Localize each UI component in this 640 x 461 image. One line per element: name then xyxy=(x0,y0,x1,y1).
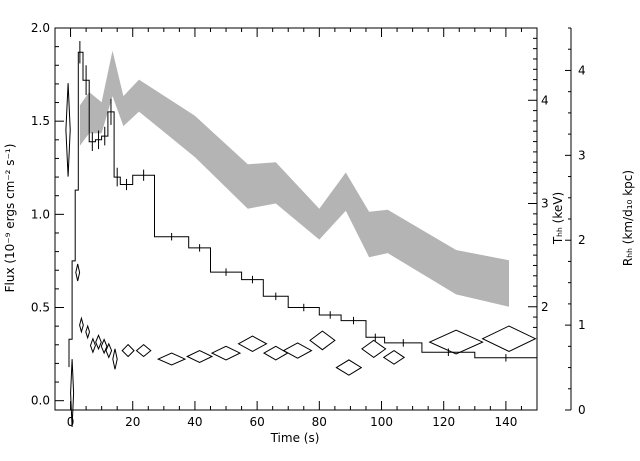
x-tick-label: 80 xyxy=(312,415,327,429)
y-left-axis-ticks: 0.0 0.5 1.0 1.5 2.0 xyxy=(31,21,64,408)
radius-diamond xyxy=(382,349,406,365)
y-inner-tick-label: 3 xyxy=(541,197,549,211)
radius-diamond xyxy=(361,339,387,359)
plot-border xyxy=(54,27,538,411)
x-tick-label: 100 xyxy=(370,415,393,429)
x-tick-label: 40 xyxy=(187,415,202,429)
x-tick-label: 120 xyxy=(432,415,455,429)
radius-diamond xyxy=(79,316,84,334)
y-left-tick-label: 2.0 xyxy=(31,21,50,35)
temperature-band-layer xyxy=(79,50,510,307)
y-outer-tick-label: 0 xyxy=(578,403,586,417)
x-tick-label: 140 xyxy=(494,415,517,429)
x-tick-label: 60 xyxy=(249,415,264,429)
radius-diamond xyxy=(282,342,313,359)
x-tick-label: 0 xyxy=(67,415,75,429)
y-left-tick-label: 0.0 xyxy=(31,394,50,408)
y-inner-right-axis-ticks: 2 3 4 xyxy=(528,37,549,328)
radius-diamond xyxy=(186,350,214,364)
y-outer-right-axis-title: Rₕₕ (km/d₁₀ kpc) xyxy=(621,170,635,266)
radius-diamond xyxy=(100,338,108,355)
radius-diamond xyxy=(65,83,71,177)
y-left-tick-label: 1.5 xyxy=(31,114,50,128)
radius-diamond xyxy=(135,343,152,358)
y-inner-tick-label: 2 xyxy=(541,300,549,314)
y-left-tick-label: 1.0 xyxy=(31,207,50,221)
y-left-axis-title: Flux (10⁻⁹ ergs cm⁻² s⁻¹) xyxy=(3,144,17,293)
y-left-tick-label: 0.5 xyxy=(31,301,50,315)
radius-diamond xyxy=(262,345,289,361)
radius-diamond xyxy=(105,342,113,359)
radius-diamond xyxy=(156,352,187,366)
y-inner-right-axis-title: Tₕₕ (keV) xyxy=(551,192,565,245)
radius-diamond xyxy=(85,324,91,340)
flux-histogram-line xyxy=(68,51,537,368)
radius-diamond xyxy=(428,329,484,355)
radius-diamond xyxy=(89,337,96,354)
temperature-band xyxy=(79,50,510,307)
y-outer-tick-label: 3 xyxy=(578,148,586,162)
x-axis-title: Time (s) xyxy=(270,431,320,445)
y-outer-tick-label: 4 xyxy=(578,63,586,77)
y-outer-tick-label: 1 xyxy=(578,318,586,332)
radius-diamond xyxy=(112,348,118,370)
x-tick-label: 20 xyxy=(125,415,140,429)
y-outer-tick-label: 2 xyxy=(578,233,586,247)
radius-diamond xyxy=(95,333,102,351)
radius-diamond xyxy=(75,263,81,282)
x-axis-ticks: 0 20 40 60 80 100 120 140 xyxy=(54,28,538,429)
radius-diamond xyxy=(210,345,242,361)
radius-diamond xyxy=(70,359,75,428)
radius-diamond xyxy=(237,335,268,352)
y-inner-tick-label: 4 xyxy=(541,93,549,107)
radius-diamond-layer xyxy=(65,83,537,428)
radius-diamond xyxy=(121,343,135,358)
flux-histogram-layer xyxy=(68,41,537,368)
radius-diamond xyxy=(309,330,336,351)
y-outer-right-axis-ticks: 0 1 2 3 4 xyxy=(565,27,586,417)
radius-diamond xyxy=(481,325,537,352)
radius-diamond xyxy=(335,359,363,376)
